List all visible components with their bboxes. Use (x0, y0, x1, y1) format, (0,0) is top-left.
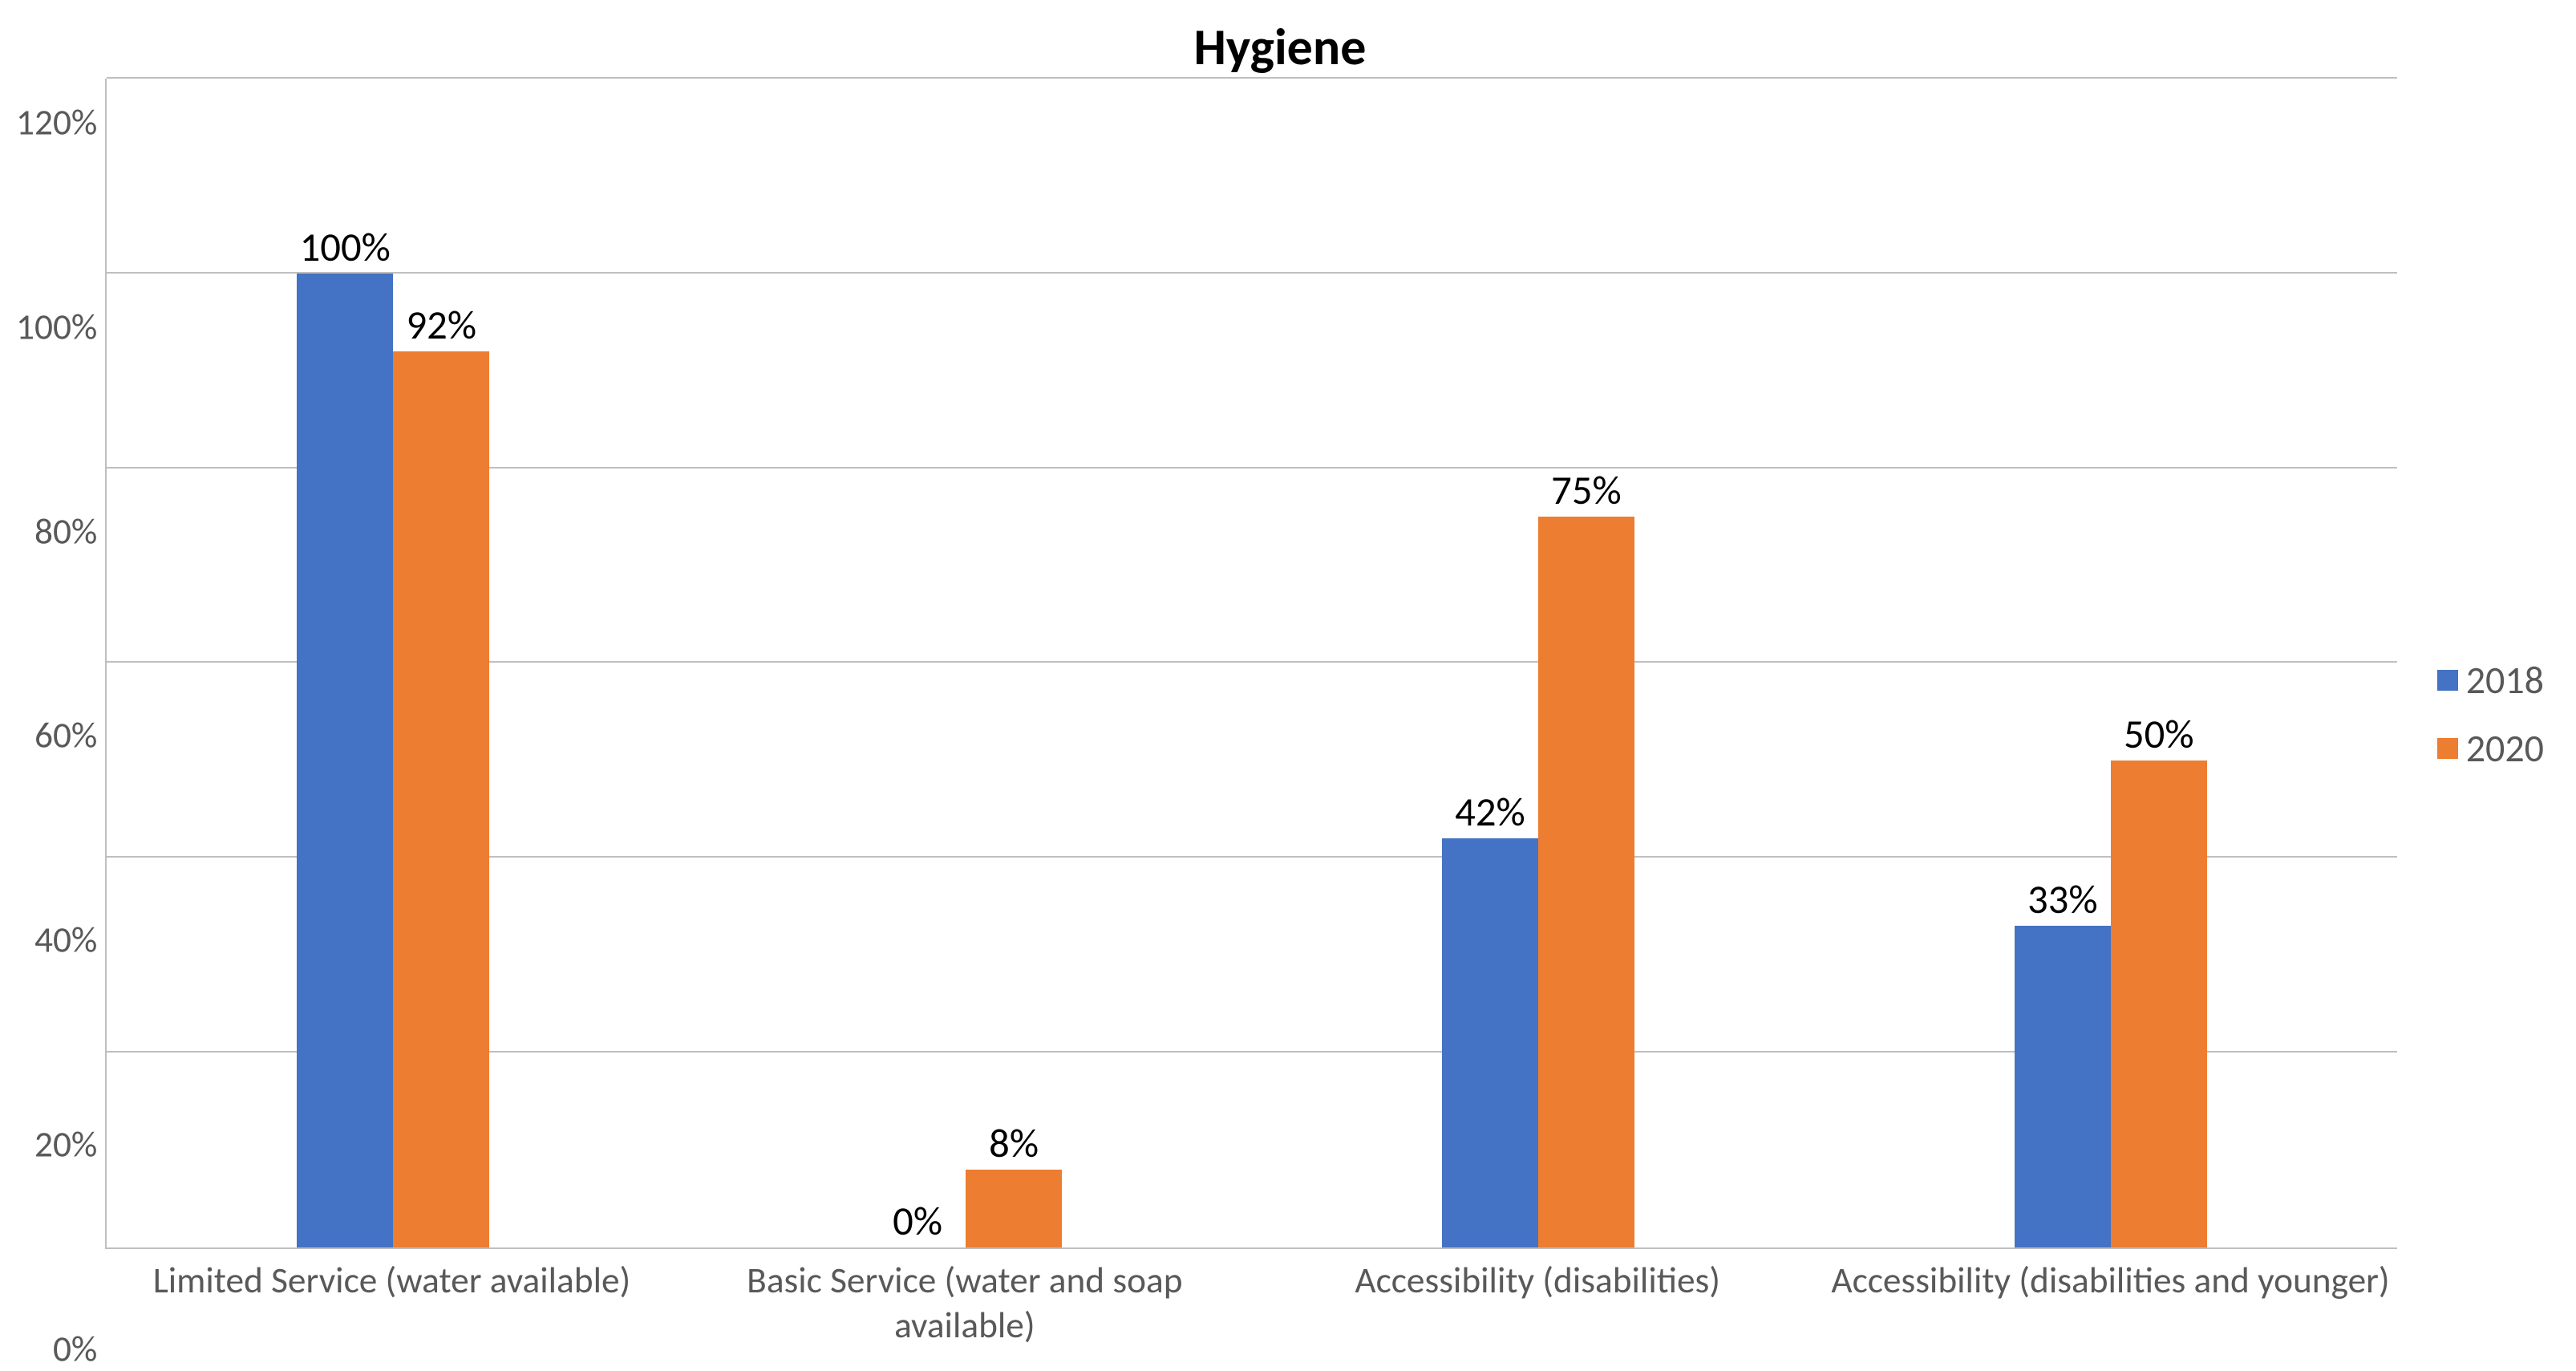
legend-swatch-2018 (2437, 670, 2458, 691)
bar-data-label: 50% (2124, 709, 2194, 759)
bar-data-label: 42% (1455, 787, 1525, 837)
x-axis-label: Limited Service (water available) (105, 1249, 678, 1349)
bar-data-label: 8% (989, 1118, 1039, 1168)
bar-data-label: 0% (893, 1196, 942, 1246)
legend-item-2020: 2020 (2437, 724, 2544, 772)
legend-label: 2018 (2466, 656, 2544, 704)
bar-column: 50% (2111, 79, 2207, 1247)
bar-column: 100% (297, 79, 393, 1247)
bar-column: 33% (2015, 79, 2111, 1247)
bar-column: 75% (1538, 79, 1634, 1247)
bar-data-label: 33% (2027, 874, 2098, 924)
category-slot: 42% 75% (1252, 79, 1825, 1247)
x-axis: Limited Service (water available)Basic S… (105, 1249, 2396, 1349)
legend-swatch-2020 (2437, 738, 2458, 759)
y-tick: 120% (16, 101, 97, 145)
plot-area: 100% 92% 0% 8% 42% 75% 33% 50% (105, 79, 2396, 1249)
bar (393, 351, 489, 1247)
category-slot: 0% 8% (679, 79, 1252, 1247)
x-axis-label: Accessibility (disabilities) (1251, 1249, 1824, 1349)
bar-pair: 33% 50% (2015, 79, 2207, 1247)
y-axis: 120% 100% 80% 60% 40% 20% 0% (16, 79, 105, 1349)
bar-column: 92% (393, 79, 489, 1247)
legend-item-2018: 2018 (2437, 656, 2544, 704)
y-tick: 100% (16, 305, 97, 349)
category-slot: 33% 50% (1825, 79, 2397, 1247)
bar-column: 42% (1442, 79, 1538, 1247)
bar (297, 274, 393, 1247)
hygiene-bar-chart: Hygiene 120% 100% 80% 60% 40% 20% 0% 100… (0, 0, 2576, 1365)
legend: 2018 2020 (2397, 79, 2544, 1349)
y-tick: 40% (34, 919, 97, 963)
chart-body: 120% 100% 80% 60% 40% 20% 0% 100% 92% 0% 8%… (16, 79, 2544, 1349)
plot-and-x: 100% 92% 0% 8% 42% 75% 33% 50% Limited Service … (105, 79, 2396, 1349)
bar (1442, 838, 1538, 1247)
bar-data-label: 92% (406, 300, 476, 350)
y-tick: 60% (34, 714, 97, 758)
y-tick: 80% (34, 509, 97, 554)
bar-data-label: 75% (1551, 465, 1622, 515)
bar (1538, 517, 1634, 1247)
bar (2111, 761, 2207, 1247)
x-axis-label: Accessibility (disabilities and younger) (1824, 1249, 2396, 1349)
bar-column: 0% (869, 79, 966, 1247)
y-tick: 0% (53, 1327, 97, 1371)
bar (966, 1170, 1062, 1247)
bar-data-label: 100% (300, 222, 391, 272)
bar-pair: 100% 92% (297, 79, 489, 1247)
x-axis-label: Basic Service (water and soap available) (678, 1249, 1251, 1349)
chart-title: Hygiene (16, 16, 2544, 79)
bar-pair: 42% 75% (1442, 79, 1634, 1247)
bar-pair: 0% 8% (869, 79, 1062, 1247)
bar-column: 8% (966, 79, 1062, 1247)
y-tick: 20% (34, 1123, 97, 1167)
category-slot: 100% 92% (107, 79, 679, 1247)
legend-label: 2020 (2466, 724, 2544, 772)
bar (2015, 926, 2111, 1247)
